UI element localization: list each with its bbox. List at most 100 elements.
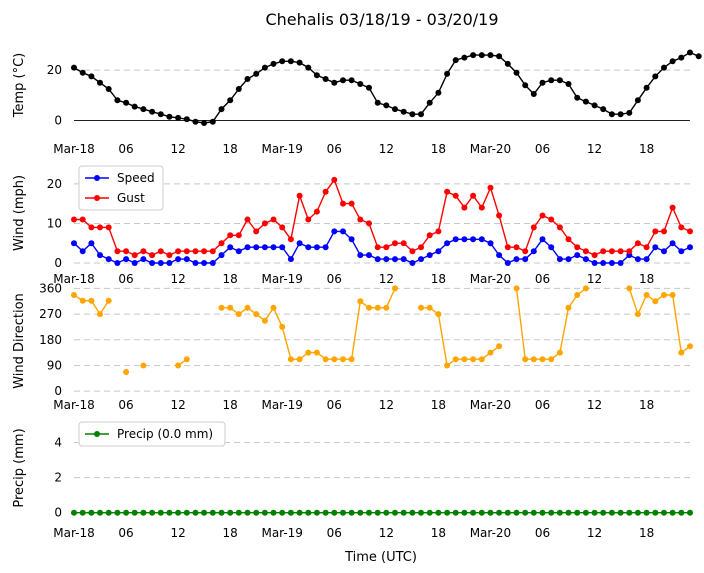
series-temp [71, 49, 702, 126]
data-point [504, 509, 511, 516]
y-tick-label: 90 [47, 358, 62, 372]
data-point [140, 106, 147, 113]
data-point [418, 256, 424, 263]
data-point [123, 248, 130, 255]
x-tick-label: 06 [327, 526, 342, 540]
x-tick-label: 18 [639, 526, 654, 540]
data-point [487, 52, 494, 59]
data-point [574, 509, 581, 516]
data-point [548, 509, 555, 516]
data-point [626, 285, 633, 292]
y-tick-label: 4 [54, 436, 62, 450]
data-point [626, 509, 633, 516]
data-point [669, 292, 676, 298]
data-point [79, 69, 86, 76]
data-point [530, 509, 537, 516]
data-point [71, 292, 77, 298]
data-point [305, 244, 312, 251]
data-point [296, 356, 303, 363]
data-point [79, 216, 86, 223]
data-point [270, 216, 277, 223]
data-point [539, 356, 546, 363]
data-point [687, 49, 693, 56]
data-point [348, 356, 355, 363]
data-point [548, 356, 555, 363]
data-point [183, 256, 190, 263]
data-point [166, 509, 173, 516]
y-tick-label: 0 [54, 384, 62, 398]
data-point [270, 304, 277, 311]
data-point [123, 509, 130, 516]
data-point [253, 311, 260, 318]
x-tick-label: 06 [118, 398, 133, 412]
x-tick-label: Mar-19 [261, 526, 302, 540]
x-tick-label: 06 [118, 142, 133, 156]
data-point [522, 256, 529, 263]
data-point [201, 248, 208, 255]
data-point [235, 248, 242, 255]
data-point [687, 343, 693, 350]
data-point [530, 91, 537, 97]
x-tick-label: 06 [327, 272, 342, 286]
data-point [617, 260, 624, 266]
data-point [582, 256, 589, 263]
y-tick-label: 0 [54, 113, 62, 127]
data-point [79, 509, 86, 516]
legend-box [78, 421, 226, 447]
x-tick-label: 06 [327, 142, 342, 156]
data-point [470, 509, 477, 516]
data-point [522, 356, 529, 363]
data-point [608, 248, 615, 255]
data-point [71, 240, 77, 247]
data-point [426, 232, 433, 239]
data-point [105, 86, 112, 92]
data-point [452, 356, 459, 363]
x-tick-label: Mar-18 [53, 398, 94, 412]
x-tick-label: 06 [118, 272, 133, 286]
data-point [574, 252, 581, 259]
data-point [400, 509, 407, 516]
data-point [530, 248, 537, 255]
data-point [478, 236, 485, 243]
data-point [192, 509, 199, 516]
x-tick-label: Mar-18 [53, 272, 94, 286]
x-tick-label: 18 [639, 398, 654, 412]
data-point [140, 248, 147, 255]
data-point [409, 260, 416, 266]
data-point [591, 260, 598, 266]
legend-swatch-marker [94, 175, 100, 181]
data-point [97, 252, 103, 259]
data-point [305, 216, 312, 223]
data-point [522, 82, 529, 89]
data-point [487, 184, 494, 191]
x-tick-label: Mar-20 [470, 142, 511, 156]
data-point [183, 356, 190, 363]
data-point [687, 228, 693, 235]
data-point [157, 509, 164, 516]
data-point [183, 248, 190, 255]
data-point [452, 236, 459, 243]
data-point [331, 176, 338, 183]
data-point [608, 111, 615, 118]
data-point [565, 256, 572, 263]
data-point [548, 216, 555, 223]
data-point [444, 188, 451, 195]
data-point [582, 98, 589, 105]
data-point [157, 260, 164, 266]
data-point [669, 240, 676, 247]
data-point [496, 252, 503, 259]
data-point [235, 86, 242, 92]
data-point [608, 509, 615, 516]
data-point [357, 252, 364, 259]
x-tick-label: Mar-19 [261, 272, 302, 286]
data-point [556, 224, 563, 231]
data-point [513, 509, 520, 516]
wind-direction-axis-label: Wind Direction [12, 293, 27, 389]
x-tick-label: 18 [431, 142, 446, 156]
data-point [565, 236, 572, 243]
data-point [261, 244, 268, 251]
data-point [652, 509, 659, 516]
data-point [340, 200, 346, 207]
data-point [287, 256, 294, 263]
data-point [591, 252, 598, 259]
